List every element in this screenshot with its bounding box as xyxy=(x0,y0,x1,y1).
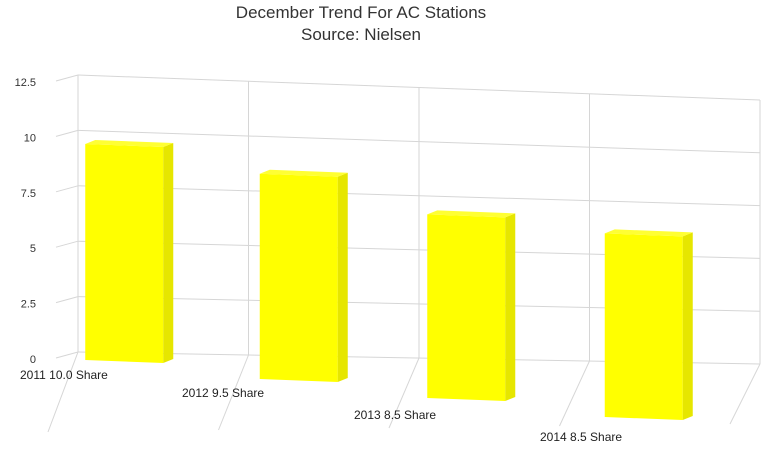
x-tick-label: 2011 10.0 Share xyxy=(20,368,108,382)
gridline-left xyxy=(55,351,79,359)
floor-line xyxy=(218,354,249,431)
gridline-left xyxy=(55,240,79,248)
x-tick-label: 2013 8.5 Share xyxy=(354,408,436,422)
bar xyxy=(259,169,348,382)
bar-side-face xyxy=(163,143,174,363)
y-axis: 0 2.5 5 7.5 10 12.5 xyxy=(15,77,36,366)
gridline-left xyxy=(55,129,79,137)
x-axis: 2011 10.0 Share 2012 9.5 Share 2013 8.5 Sh… xyxy=(20,368,622,444)
bar-front-face xyxy=(85,144,164,363)
gridline-left xyxy=(55,296,79,304)
bars xyxy=(85,140,693,420)
y-tick-label: 0 xyxy=(30,354,36,366)
y-tick-label: 2.5 xyxy=(21,299,36,311)
bar-top-face xyxy=(427,210,516,218)
bar xyxy=(427,210,516,401)
gridlines xyxy=(47,74,761,433)
bar xyxy=(604,229,693,420)
bar-side-face xyxy=(682,232,693,420)
bar-side-face xyxy=(337,172,348,382)
floor-line xyxy=(559,360,590,427)
gridline-left xyxy=(55,185,79,193)
chart-title: December Trend For AC Stations xyxy=(236,3,486,22)
y-tick-label: 10 xyxy=(24,132,36,144)
bar-top-face xyxy=(85,140,174,147)
floor-line xyxy=(388,357,420,429)
bar xyxy=(85,140,174,363)
y-tick-label: 5 xyxy=(30,243,36,255)
floor-line xyxy=(47,351,79,433)
chart-subtitle: Source: Nielsen xyxy=(301,25,421,44)
y-tick-label: 7.5 xyxy=(21,188,36,200)
bar-front-face xyxy=(427,214,506,401)
bar-top-face xyxy=(259,169,348,177)
floor-line xyxy=(729,363,761,425)
bar-top-face xyxy=(604,229,693,237)
bar-front-face xyxy=(604,233,683,420)
bar-side-face xyxy=(505,213,516,401)
x-tick-label: 2012 9.5 Share xyxy=(182,386,264,400)
gridline-left xyxy=(55,74,79,82)
x-tick-label: 2014 8.5 Share xyxy=(540,430,622,444)
bar-front-face xyxy=(259,173,338,382)
y-tick-label: 12.5 xyxy=(15,77,36,89)
